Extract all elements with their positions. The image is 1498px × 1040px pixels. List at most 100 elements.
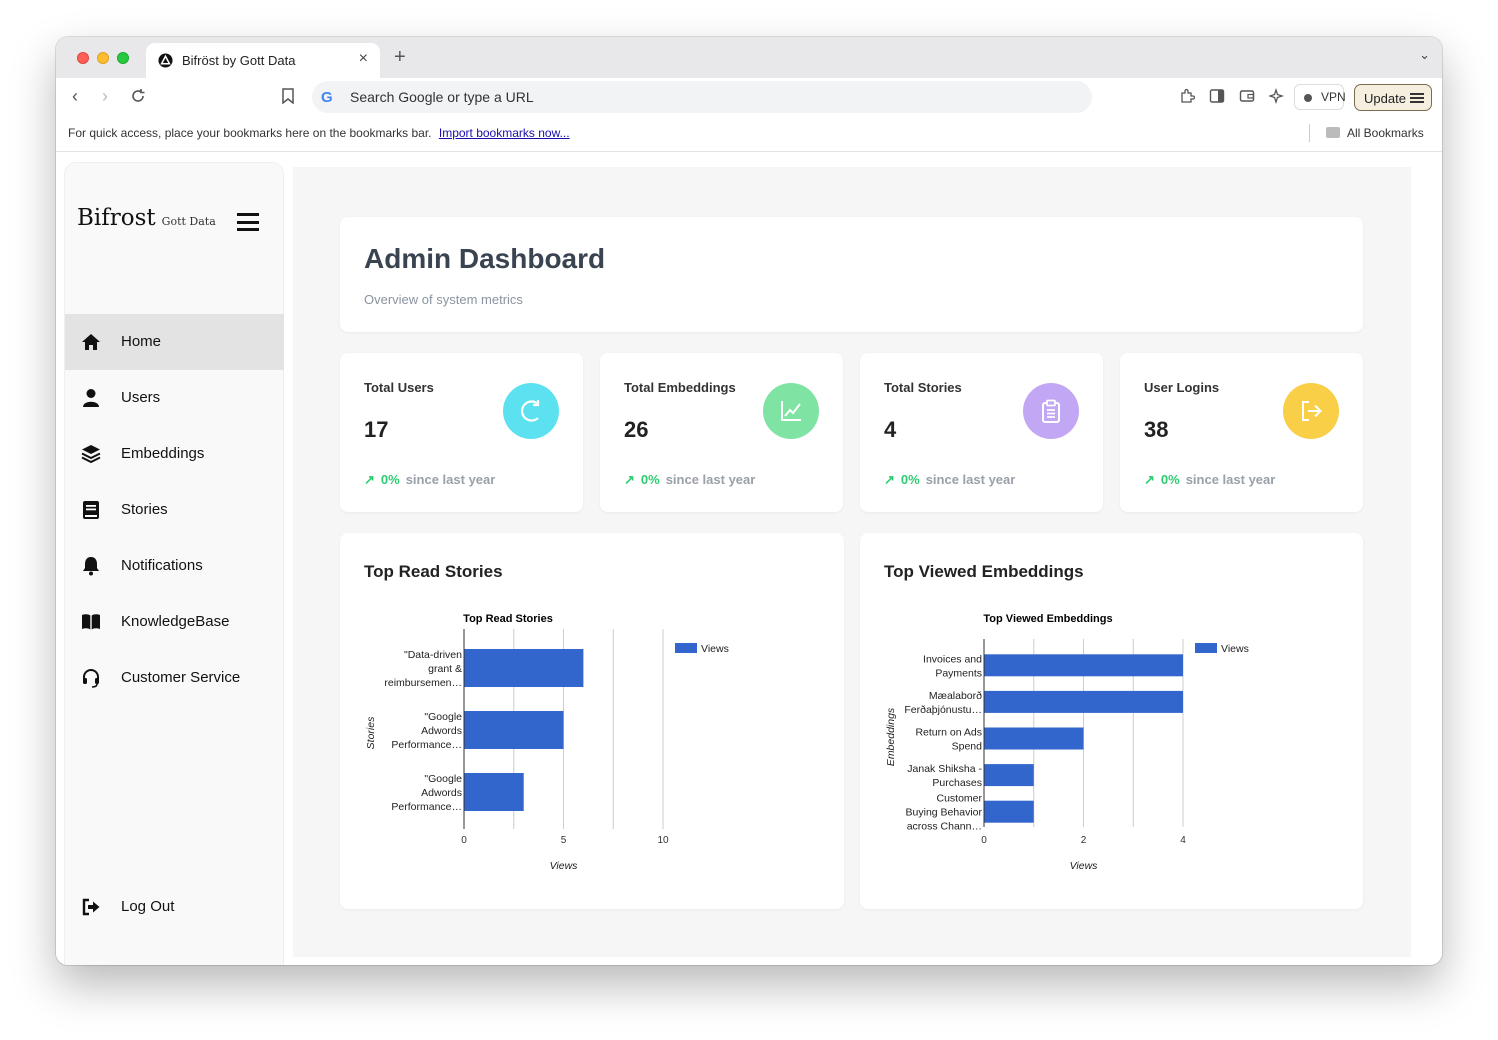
stat-change-value: 0%	[640, 472, 660, 487]
browser-tab[interactable]: Bifröst by Gott Data ×	[146, 43, 380, 78]
x-tick-label: 4	[1180, 835, 1186, 846]
vpn-button[interactable]: VPN	[1294, 84, 1346, 110]
update-button[interactable]: Update	[1354, 84, 1432, 111]
folder-icon	[1326, 127, 1340, 138]
import-bookmarks-link[interactable]: Import bookmarks now...	[438, 126, 570, 140]
new-tab-button[interactable]: +	[394, 46, 406, 68]
back-button[interactable]: ‹	[72, 86, 78, 106]
sidebar-item-customer-service[interactable]: Customer Service	[65, 650, 284, 706]
y-category-label: Customer Buying Behavior across Chann…	[906, 793, 983, 833]
stat-change-period: since last year	[1185, 472, 1276, 487]
bookmark-icon[interactable]	[281, 88, 295, 104]
sidebar-item-label: Home	[121, 333, 162, 350]
sidebar-icon[interactable]	[1209, 88, 1225, 104]
browser-window: Bifröst by Gott Data × + ⌄ ‹ › G Search …	[56, 37, 1442, 965]
legend-swatch	[675, 643, 697, 653]
tab-close-icon[interactable]: ×	[358, 50, 368, 67]
logout-arrow-icon	[1302, 401, 1322, 421]
trend-up-icon: ↗	[624, 472, 635, 487]
logout-button[interactable]: Log Out	[65, 879, 284, 935]
stat-icon-badge	[1283, 383, 1339, 439]
sidebar-item-label: Notifications	[121, 557, 203, 574]
bar[interactable]	[984, 654, 1183, 677]
close-window-button[interactable]	[77, 52, 89, 64]
y-category-label: Janak Shiksha -Purchases	[907, 763, 982, 789]
sidebar-item-notifications[interactable]: Notifications	[65, 538, 284, 594]
stat-card-total-users: Total Users 17 ↗ 0% since last year	[340, 353, 583, 512]
bookmarks-divider	[1309, 124, 1310, 142]
maximize-window-button[interactable]	[117, 52, 129, 64]
address-bar-text: Search Google or type a URL	[350, 89, 534, 105]
sidebar-item-label: Embeddings	[121, 445, 205, 462]
stat-label: Total Users	[364, 380, 434, 395]
sidebar-item-embeddings[interactable]: Embeddings	[65, 426, 284, 482]
stat-change-period: since last year	[665, 472, 756, 487]
ai-sparkle-icon[interactable]	[1269, 88, 1285, 104]
bar[interactable]	[984, 690, 1183, 713]
bar[interactable]	[464, 711, 564, 749]
vpn-status-icon	[1304, 94, 1312, 102]
sidebar: Bifrost Gott Data Home Users	[64, 162, 284, 965]
legend-swatch	[1195, 643, 1217, 653]
tab-strip: Bifröst by Gott Data × + ⌄	[56, 37, 1442, 78]
main-content: Admin Dashboard Overview of system metri…	[293, 167, 1411, 957]
open-book-icon	[82, 614, 100, 630]
update-label: Update	[1364, 91, 1406, 106]
stat-label: Total Stories	[884, 380, 962, 395]
x-tick-label: 0	[981, 835, 987, 846]
page-subtitle: Overview of system metrics	[364, 292, 523, 307]
wallet-icon[interactable]	[1239, 88, 1255, 104]
browser-toolbar: ‹ › G Search Google or type a URL	[56, 78, 1442, 118]
brand-subtitle: Gott Data	[161, 215, 216, 228]
x-axis-title: Views	[550, 860, 579, 872]
vpn-label: VPN	[1321, 90, 1346, 104]
stat-change-value: 0%	[1160, 472, 1180, 487]
minimize-window-button[interactable]	[97, 52, 109, 64]
x-tick-label: 0	[461, 835, 467, 846]
sidebar-item-home[interactable]: Home	[65, 314, 284, 370]
bar[interactable]	[464, 773, 524, 811]
layers-icon	[81, 445, 101, 464]
sidebar-item-label: KnowledgeBase	[121, 613, 230, 630]
y-category-label: "Google Adwords Performance…	[391, 773, 462, 813]
tab-search-chevron-icon[interactable]: ⌄	[1419, 47, 1430, 62]
stat-change: ↗ 0% since last year	[884, 472, 1015, 488]
x-tick-label: 5	[561, 835, 567, 846]
sidebar-item-label: Customer Service	[121, 669, 241, 686]
y-category-label: Mæalaborð Ferðaþjónustu…	[904, 690, 982, 716]
extensions-icon[interactable]	[1179, 88, 1195, 104]
bar[interactable]	[984, 727, 1084, 750]
top-read-stories-chart: Top Read Stories 0 5 10 "Data-driven grant & r…	[365, 613, 729, 872]
stat-icon-badge	[763, 383, 819, 439]
y-category-label: Return on Ads Spend	[915, 727, 982, 753]
stat-change-period: since last year	[405, 472, 496, 487]
x-axis-title: Views	[1070, 860, 1099, 872]
trend-chart-icon	[781, 401, 801, 421]
headset-icon	[83, 669, 99, 688]
sidebar-item-users[interactable]: Users	[65, 370, 284, 426]
stat-icon-badge	[1023, 383, 1079, 439]
bar[interactable]	[464, 649, 584, 687]
stat-label: Total Embeddings	[624, 380, 736, 395]
dashboard-header: Admin Dashboard Overview of system metri…	[340, 217, 1363, 332]
stat-value: 17	[364, 417, 389, 442]
all-bookmarks-button[interactable]: All Bookmarks	[1347, 126, 1424, 140]
sidebar-item-stories[interactable]: Stories	[65, 482, 284, 538]
reload-icon[interactable]	[130, 88, 146, 104]
bookmarks-hint: For quick access, place your bookmarks h…	[68, 126, 570, 140]
page-viewport: Bifrost Gott Data Home Users	[56, 153, 1442, 965]
address-bar[interactable]: G Search Google or type a URL	[312, 81, 1092, 113]
bar[interactable]	[984, 764, 1034, 787]
stat-card-total-embeddings: Total Embeddings 26 ↗ 0% since last year	[600, 353, 843, 512]
logout-icon	[82, 898, 100, 916]
sidebar-item-knowledgebase[interactable]: KnowledgeBase	[65, 594, 284, 650]
forward-button[interactable]: ›	[102, 86, 108, 106]
stat-change-period: since last year	[925, 472, 1016, 487]
chart-heading: Top Read Stories	[364, 562, 503, 581]
bar[interactable]	[984, 800, 1034, 823]
bookmarks-bar: For quick access, place your bookmarks h…	[56, 118, 1442, 152]
clipboard-icon	[1042, 399, 1060, 423]
hamburger-menu-icon[interactable]	[237, 213, 259, 231]
brand-logo: Bifrost Gott Data	[77, 205, 216, 231]
stat-icon-badge	[503, 383, 559, 439]
